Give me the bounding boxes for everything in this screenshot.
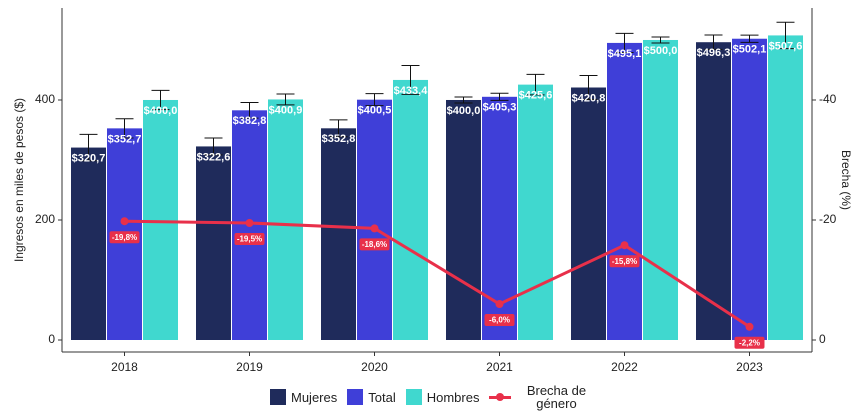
legend: Mujeres Total Hombres Brecha de género	[270, 384, 596, 410]
legend-swatch	[405, 389, 422, 405]
legend-item: Brecha de género	[489, 384, 596, 410]
legend-item: Hombres	[405, 389, 480, 405]
legend-label: Mujeres	[291, 389, 338, 405]
y-axis-title: Ingresos en miles de pesos ($)	[12, 98, 26, 262]
value-label: -15,8%	[612, 257, 637, 266]
value-label: $496,3	[697, 47, 731, 59]
legend-label: Brecha de género	[526, 383, 587, 411]
y-tick-label: 400	[35, 92, 55, 106]
value-label: $400,0	[144, 105, 178, 117]
label-box	[484, 313, 515, 326]
error-bar	[401, 65, 420, 95]
value-label: $502,1	[733, 44, 767, 56]
y2-tick-label: 0	[819, 332, 826, 346]
chart: Ingresos en miles de pesos ($) Brecha (%…	[12, 8, 853, 374]
label-box	[734, 336, 765, 349]
error-bar	[454, 96, 473, 104]
error-bar	[79, 133, 98, 162]
y-tick-label: 0	[48, 332, 55, 346]
bar	[607, 42, 642, 340]
bar	[357, 99, 392, 340]
error-bar	[115, 118, 134, 139]
x-tick-label: 2018	[111, 360, 138, 374]
value-label: $400,5	[358, 105, 392, 117]
label-box	[234, 232, 265, 245]
x-tick-label: 2022	[611, 360, 638, 374]
bar	[518, 84, 553, 340]
value-label: $382,8	[233, 115, 267, 127]
legend-item: Mujeres	[270, 389, 337, 405]
bar	[196, 146, 231, 340]
value-label: $495,1	[608, 48, 642, 60]
y2-tick-label: -20	[819, 212, 837, 226]
point	[495, 299, 504, 308]
legend-swatch	[347, 389, 364, 405]
x-tick-label: 2023	[736, 360, 763, 374]
bar	[321, 128, 356, 340]
error-bar	[740, 34, 759, 43]
line	[124, 219, 751, 329]
bar	[268, 99, 303, 340]
error-bar	[240, 102, 259, 119]
point	[120, 217, 129, 226]
x-tick-label: 2021	[486, 360, 513, 374]
bar	[696, 42, 731, 340]
bar	[143, 99, 178, 340]
bar	[768, 35, 803, 340]
label-box	[109, 231, 140, 244]
error-bar	[526, 73, 545, 96]
y2-axis-title: Brecha (%)	[839, 150, 853, 210]
y-tick-label: 200	[35, 212, 55, 226]
error-bar	[490, 92, 509, 101]
bar	[393, 79, 428, 340]
value-label: $500,0	[644, 45, 678, 57]
y2-tick-label: -40	[819, 92, 837, 106]
legend-item: Total	[347, 389, 396, 405]
value-label: $433,4	[394, 85, 429, 97]
value-label: $352,7	[108, 133, 142, 145]
legend-swatch	[489, 392, 512, 401]
point	[620, 241, 629, 250]
error-bar	[276, 93, 295, 106]
value-label: $420,8	[572, 92, 606, 104]
bar	[732, 38, 767, 340]
error-bar	[776, 21, 795, 50]
value-label: $400,9	[269, 104, 303, 116]
bar	[71, 147, 106, 340]
value-label: $405,3	[483, 102, 517, 114]
value-label: $507,6	[769, 40, 803, 52]
point	[745, 322, 754, 331]
bar	[446, 99, 481, 340]
bar	[643, 39, 678, 340]
legend-label: Total	[368, 389, 396, 405]
error-bar	[365, 93, 384, 107]
legend-swatch	[270, 389, 286, 405]
value-label: -6,0%	[489, 316, 510, 325]
x-tick-label: 2020	[361, 360, 388, 374]
label-box	[609, 255, 640, 268]
point	[245, 218, 254, 227]
error-bar	[651, 36, 670, 44]
error-bar	[151, 89, 170, 111]
value-label: $322,6	[197, 151, 231, 163]
error-bar	[204, 137, 223, 156]
value-label: -19,5%	[237, 235, 262, 244]
error-bar	[329, 119, 348, 138]
value-label: $400,0	[447, 105, 481, 117]
value-label: $320,7	[72, 152, 106, 164]
error-bar	[615, 32, 634, 54]
error-bar	[579, 75, 598, 101]
value-label: $352,8	[322, 133, 356, 145]
error-bar	[704, 34, 723, 50]
value-label: -18,6%	[362, 240, 387, 249]
x-tick-label: 2019	[236, 360, 263, 374]
label-box	[359, 238, 390, 251]
value-label: $425,6	[519, 90, 553, 102]
value-label: -2,2%	[739, 338, 760, 347]
legend-label: Hombres	[426, 389, 480, 405]
bar	[571, 87, 606, 340]
value-label: -19,8%	[112, 233, 137, 242]
point	[370, 224, 379, 233]
